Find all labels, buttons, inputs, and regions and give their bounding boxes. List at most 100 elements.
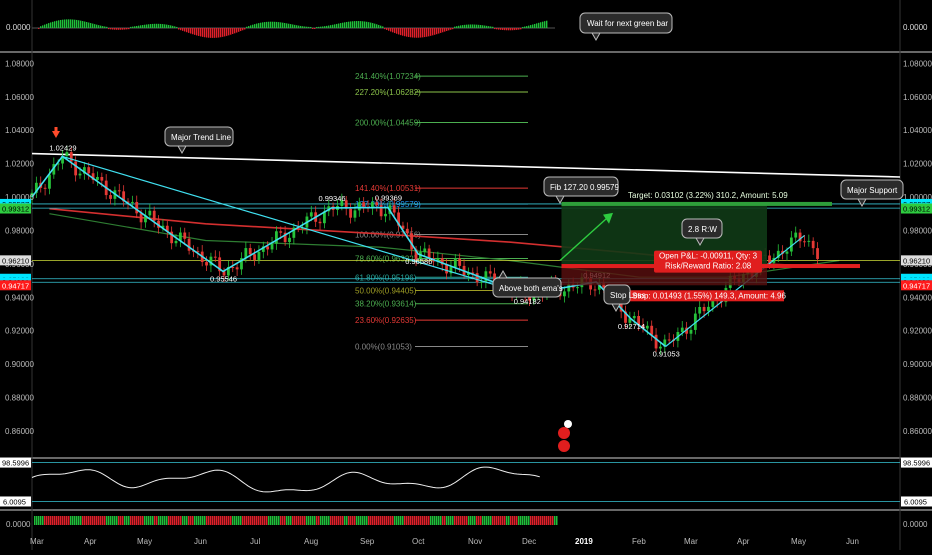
volume-bar <box>548 516 550 525</box>
fib-callout-text: Fib 127.20 0.99579 <box>550 183 619 192</box>
histogram-bar <box>144 24 146 28</box>
histogram-bar <box>366 21 368 28</box>
volume-bar <box>36 516 38 525</box>
volume-bar <box>88 516 90 525</box>
volume-bar <box>118 516 120 525</box>
candle-body <box>161 225 165 228</box>
candle-body <box>484 271 488 282</box>
volume-bar <box>522 516 524 525</box>
histogram-bar <box>524 26 526 28</box>
histogram-bar <box>372 23 374 28</box>
volume-bar <box>454 516 456 525</box>
volume-bar <box>132 516 134 525</box>
candle-body <box>244 248 248 259</box>
histogram-bar <box>152 23 154 28</box>
candle-body <box>248 248 252 255</box>
histogram-bar <box>38 28 40 29</box>
candle-body <box>392 205 396 213</box>
candle-body <box>196 251 200 253</box>
histogram-bar <box>518 28 520 30</box>
candle-body <box>213 256 217 258</box>
volume-bar <box>538 516 540 525</box>
volume-bar <box>280 516 282 525</box>
volume-bar <box>316 516 318 525</box>
price-badge-right-text: 0.96210 <box>903 256 930 265</box>
candle-body <box>353 210 357 218</box>
histogram-bar <box>104 26 106 28</box>
histogram-bar <box>484 25 486 28</box>
histogram-bar <box>404 28 406 37</box>
volume-bar <box>206 516 208 525</box>
candle-body <box>488 271 492 274</box>
candle-body <box>309 212 313 217</box>
histogram-bar <box>300 25 302 28</box>
histogram-bar <box>422 28 424 38</box>
candle-body <box>148 210 152 216</box>
histogram-bar <box>440 28 442 33</box>
histogram-bar <box>258 23 260 28</box>
volume-bar <box>152 516 154 525</box>
volume-bar <box>198 516 200 525</box>
volume-bar <box>534 516 536 525</box>
histogram-bar <box>288 23 290 28</box>
candle-body <box>266 246 270 250</box>
volume-bar <box>254 516 256 525</box>
histogram-bar <box>530 25 532 28</box>
histogram-bar <box>540 22 542 28</box>
candle-body <box>261 246 265 252</box>
volume-bar <box>366 516 368 525</box>
volume-bar <box>424 516 426 525</box>
histogram-bar <box>470 24 472 28</box>
candle-body <box>165 225 169 232</box>
price-badge-left <box>0 203 31 214</box>
histogram-bar <box>354 21 356 28</box>
histogram-bar <box>428 28 430 37</box>
open-pl-box <box>654 250 762 273</box>
volume-bar <box>542 516 544 525</box>
volume-bar <box>398 516 400 525</box>
volume-bar <box>256 516 258 525</box>
volume-bar <box>82 516 84 525</box>
volume-bar <box>402 516 404 525</box>
volume-bar <box>64 516 66 525</box>
histogram-bar <box>192 28 194 35</box>
volume-bar <box>84 516 86 525</box>
candle-body <box>654 334 658 349</box>
volume-bar <box>194 516 196 525</box>
volume-bar <box>234 516 236 525</box>
volume-bar <box>170 516 172 525</box>
volume-bar <box>220 516 222 525</box>
volume-bar <box>34 516 36 525</box>
volume-bar <box>368 516 370 525</box>
volume-bar <box>452 516 454 525</box>
volume-bar <box>388 516 390 525</box>
volume-bar <box>208 516 210 525</box>
volume-bar <box>470 516 472 525</box>
histogram-bar <box>358 21 360 28</box>
histogram-bar <box>246 26 248 28</box>
volume-bar <box>216 516 218 525</box>
histogram-bar <box>498 28 500 30</box>
note-callout-tail <box>591 32 601 42</box>
volume-bar <box>358 516 360 525</box>
volume-bar <box>490 516 492 525</box>
volume-bar <box>266 516 268 525</box>
histogram-bar <box>146 24 148 28</box>
histogram-bar <box>382 26 384 28</box>
volume-bar <box>274 516 276 525</box>
candle-body <box>274 231 278 244</box>
volume-bar <box>272 516 274 525</box>
volume-bar <box>438 516 440 525</box>
y-tick-right: 0.92000 <box>903 327 932 336</box>
volume-bar <box>38 516 40 525</box>
volume-bar <box>504 516 506 525</box>
candle-body <box>209 256 213 266</box>
histogram-bar <box>224 28 226 37</box>
histogram-bar <box>70 19 72 28</box>
volume-bar <box>324 516 326 525</box>
y-tick-left: 0.86000 <box>5 427 34 436</box>
volume-bar <box>412 516 414 525</box>
volume-bar <box>98 516 100 525</box>
